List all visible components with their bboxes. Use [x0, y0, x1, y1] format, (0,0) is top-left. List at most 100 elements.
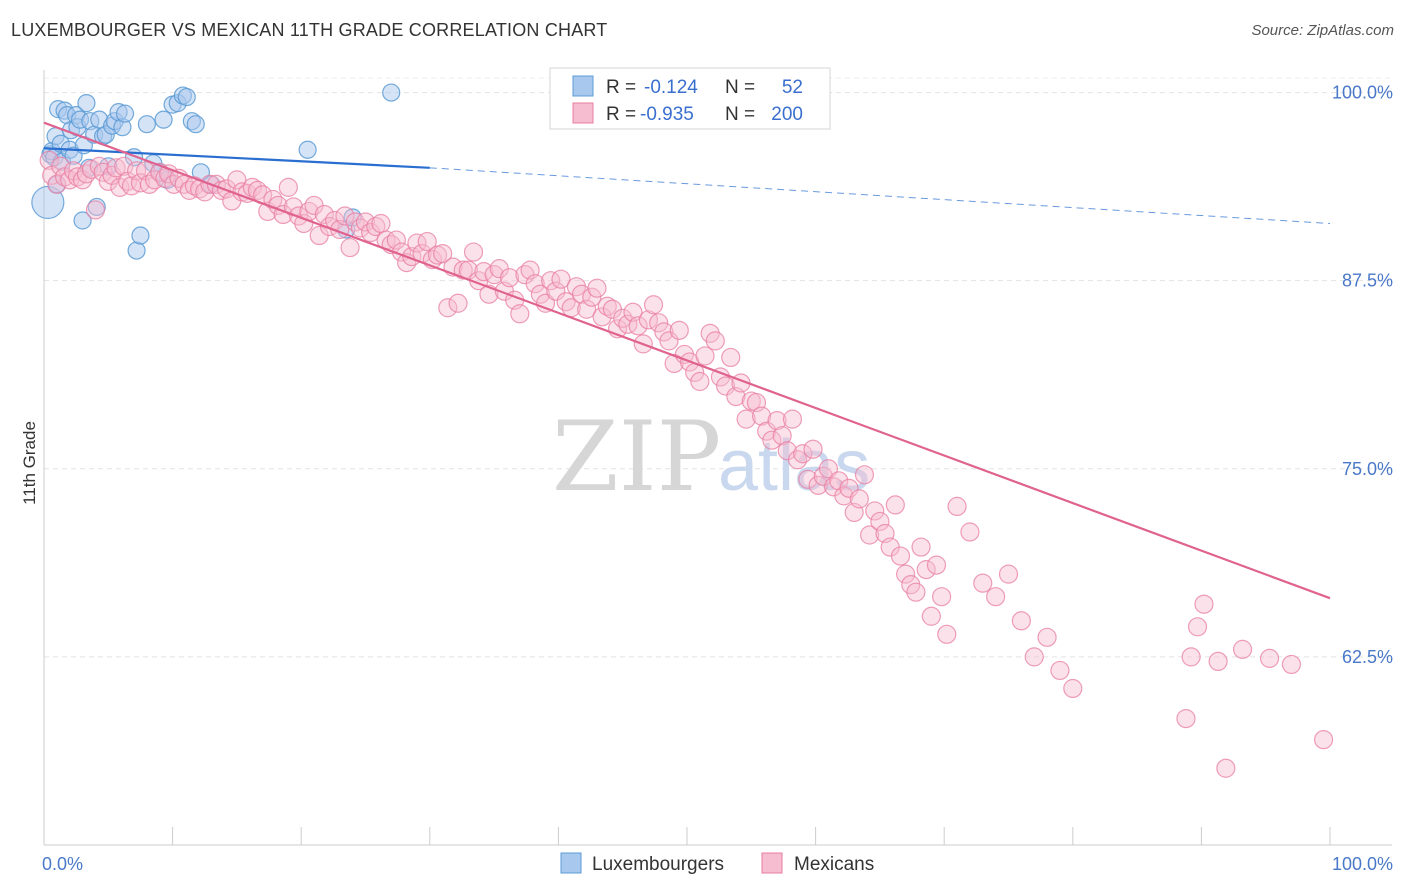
point-mexicans	[808, 475, 828, 495]
point-luxembourgers	[115, 104, 135, 123]
legend-swatch-blue	[572, 75, 594, 97]
point-mexicans	[106, 158, 126, 178]
point-mexicans	[926, 555, 947, 575]
point-mexicans	[184, 176, 205, 196]
axes: 62.5% 75.0% 87.5% 100.0% 0.0% 100.0%	[42, 70, 1393, 874]
point-mexicans	[860, 525, 880, 545]
point-mexicans	[386, 230, 406, 250]
trend-line-luxembourgers-projection	[429, 167, 1331, 224]
watermark: ZIP atlas	[552, 401, 870, 513]
watermark-atlas: atlas	[718, 426, 870, 506]
point-mexicans	[1208, 651, 1228, 672]
x-tick-label: 0.0%	[42, 854, 83, 874]
point-mexicans	[849, 489, 869, 509]
point-mexicans	[659, 331, 679, 351]
point-mexicans	[669, 320, 689, 340]
point-mexicans	[366, 216, 386, 237]
point-mexicans	[649, 313, 669, 333]
point-mexicans	[81, 159, 102, 179]
point-mexicans	[1281, 654, 1302, 675]
point-mexicans	[448, 293, 468, 313]
point-mexicans	[751, 406, 772, 426]
point-mexicans	[551, 269, 571, 289]
bottom-legend-luxembourgers: Luxembourgers	[592, 854, 724, 875]
source-credit: Source: ZipAtlas.com	[1251, 22, 1394, 39]
point-mexicans	[242, 177, 262, 197]
point-luxembourgers	[77, 94, 96, 113]
y-axis-label: 11th Grade	[20, 421, 39, 505]
point-mexicans	[510, 304, 530, 324]
legend-n-label-1: N =	[725, 77, 755, 98]
point-mexicans	[1232, 639, 1253, 659]
point-mexicans	[371, 213, 391, 234]
point-mexicans	[793, 444, 813, 464]
point-mexicans	[592, 307, 612, 327]
point-mexicans	[438, 298, 458, 318]
point-luxembourgers	[131, 226, 150, 245]
gridlines	[44, 77, 1392, 658]
point-mexicans	[1176, 708, 1196, 729]
point-mexicans	[1037, 627, 1057, 647]
point-mexicans	[114, 156, 134, 176]
watermark-zip: ZIP	[552, 401, 721, 513]
point-luxembourgers	[298, 140, 317, 159]
point-mexicans	[870, 511, 890, 532]
point-mexicans	[1216, 758, 1236, 778]
point-mexicans	[525, 274, 545, 294]
legend-n-value-1: 52	[782, 77, 803, 98]
point-luxembourgers	[154, 110, 173, 129]
point-mexicans	[654, 322, 674, 342]
point-mexicans	[345, 212, 365, 232]
point-mexicans	[998, 564, 1019, 584]
point-mexicans	[890, 546, 911, 566]
point-mexicans	[1011, 611, 1031, 631]
legend-n-value-2: 200	[771, 104, 803, 125]
point-mexicans	[278, 177, 298, 197]
point-mexicans	[484, 265, 504, 285]
bottom-legend-mexicans: Mexicans	[794, 854, 874, 875]
bottom-legend-swatch-pink	[761, 852, 783, 874]
point-mexicans	[690, 371, 710, 392]
point-mexicans	[340, 237, 360, 258]
point-mexicans	[782, 409, 803, 429]
point-luxembourgers	[137, 115, 156, 134]
point-mexicans	[51, 156, 71, 176]
point-mexicans	[541, 271, 561, 291]
stats-legend-box	[549, 67, 831, 130]
point-mexicans	[803, 439, 823, 459]
point-mexicans	[960, 522, 980, 542]
trend-line-mexicans	[43, 121, 1331, 600]
point-mexicans	[695, 346, 715, 366]
y-tick-label: 100.0%	[1332, 83, 1393, 103]
point-mexicans	[453, 260, 473, 280]
point-mexicans	[911, 537, 931, 557]
point-mexicans	[932, 587, 952, 607]
point-luxembourgers	[186, 115, 205, 134]
bottom-legend-swatch-blue	[560, 852, 582, 874]
point-mexicans	[921, 606, 941, 626]
point-mexicans	[499, 268, 520, 288]
point-mexicans	[705, 331, 725, 351]
y-tick-label: 62.5%	[1342, 647, 1393, 667]
point-mexicans	[227, 170, 247, 190]
legend-n-label-2: N =	[725, 104, 755, 125]
point-mexicans	[618, 314, 638, 334]
point-mexicans	[1259, 648, 1280, 668]
legend-r-value-1: -0.124	[644, 77, 698, 98]
point-mexicans	[787, 450, 808, 470]
point-mexicans	[721, 347, 741, 368]
stats-legend: R = -0.124 N = 52 R = -0.935 N = 200	[549, 67, 831, 130]
point-mexicans	[355, 212, 376, 232]
y-tick-label: 75.0%	[1342, 459, 1393, 479]
point-mexicans	[947, 496, 967, 517]
point-mexicans	[1050, 660, 1070, 681]
point-mexicans	[417, 231, 437, 252]
legend-swatch-pink	[572, 102, 594, 124]
trend-lines	[43, 121, 1331, 600]
point-luxembourgers	[127, 241, 146, 260]
point-mexicans	[1194, 594, 1214, 614]
series-legend: Luxembourgers Mexicans	[560, 852, 874, 875]
point-mexicans	[937, 624, 957, 644]
point-mexicans	[906, 582, 926, 602]
point-mexicans	[628, 316, 648, 336]
